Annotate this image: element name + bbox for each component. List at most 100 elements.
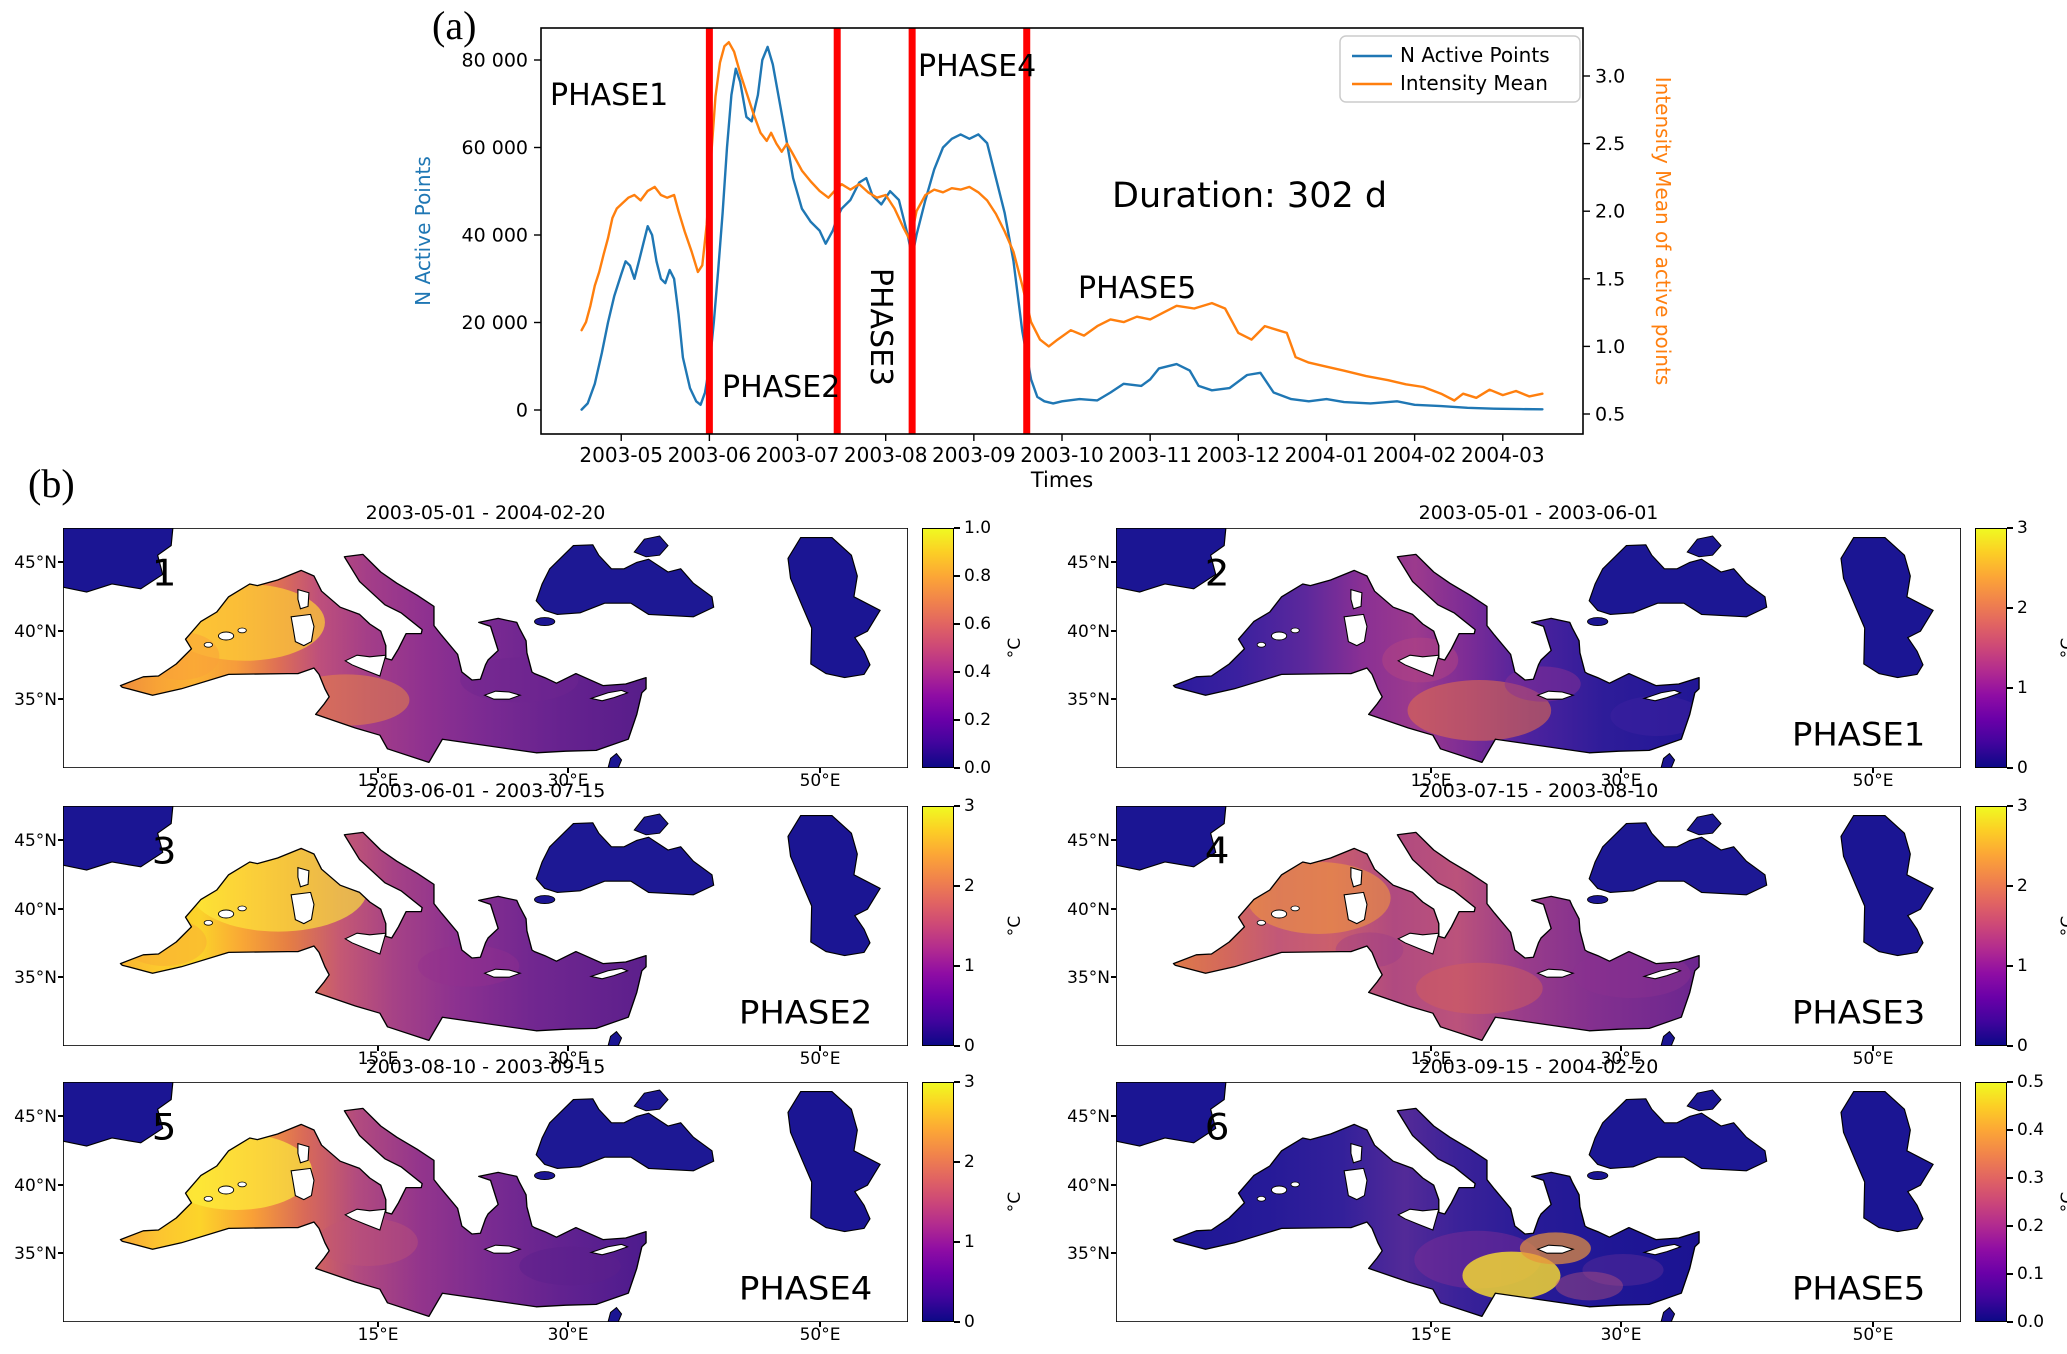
map-phase-label: PHASE3 (1792, 993, 1925, 1031)
y-left-axis-label: N Active Points (411, 156, 435, 306)
y-right-tick-label: 2.0 (1595, 201, 1625, 223)
atlantic-sea (1116, 1082, 1227, 1147)
sicily-island (344, 654, 387, 677)
map-panel-5: 2003-08-10 - 2003-09-15 5 (3, 1054, 1025, 1354)
mediterranean-coastline (1172, 1107, 1700, 1318)
lon-tick-label: 30°E (547, 1049, 589, 1069)
chart-annotation: PHASE5 (1078, 271, 1196, 306)
ibiza-island (203, 642, 213, 648)
mallorca-island (1271, 631, 1288, 641)
lon-tick-mark (1430, 1322, 1432, 1327)
colorbar-unit-label: °C (1005, 637, 1026, 659)
legend-item-label: Intensity Mean (1400, 71, 1548, 95)
legend-item-label: N Active Points (1400, 43, 1550, 67)
mediterranean-coastline (119, 831, 647, 1042)
lon-tick-label: 30°E (547, 771, 589, 791)
lon-tick-label: 50°E (799, 1049, 841, 1069)
black-sea (535, 822, 715, 896)
lat-tick-label: 45°N (1067, 1107, 1110, 1127)
cyprus-island (1642, 967, 1682, 980)
lat-tick-label: 45°N (14, 1107, 57, 1127)
x-tick-label: 2003-10 (1020, 443, 1104, 467)
y-left-tick-label: 80 000 (462, 50, 528, 72)
lon-tick-label: 50°E (1852, 1049, 1894, 1069)
lon-tick-mark (567, 768, 569, 773)
lat-tick-mark (1111, 908, 1116, 910)
colorbar-unit-label: °C (1005, 1191, 1026, 1213)
black-sea (1588, 822, 1768, 896)
colorbar-tick-mark (954, 965, 960, 967)
sst-hot-spot (1610, 696, 1700, 736)
colorbar-tick-mark (954, 671, 960, 673)
lon-tick-label: 15°E (357, 771, 399, 791)
sardinia-island (1343, 891, 1368, 925)
black-sea (535, 544, 715, 618)
sicily-island (344, 1208, 387, 1231)
colorbar-tick-mark (954, 575, 960, 577)
mallorca-island (1271, 1185, 1288, 1195)
lat-tick-label: 40°N (1067, 900, 1110, 920)
corsica-island (297, 1142, 310, 1164)
colorbar-tick-mark (954, 805, 960, 807)
minorca-island (237, 905, 247, 912)
lon-tick-label: 50°E (1852, 1325, 1894, 1345)
lon-tick-mark (567, 1322, 569, 1327)
sst-hot-spot (1555, 1271, 1623, 1301)
map-phase-label: PHASE1 (1792, 715, 1925, 753)
sea-of-azov (633, 535, 669, 558)
crete-island (483, 690, 522, 700)
legend-box (1339, 35, 1581, 103)
sicily-island (1397, 1208, 1440, 1231)
colorbar-tick-label: 0.4 (2017, 1120, 2045, 1140)
x-tick-label: 2003-09 (932, 443, 1016, 467)
colorbar-tick-mark (2007, 965, 2013, 967)
panel-a-label: (a) (432, 3, 477, 48)
map-panel-2: 2003-05-01 - 2003-06-01 2 (1056, 500, 2067, 800)
colorbar-tick-mark (2007, 767, 2013, 769)
colorbar-tick-label: 0 (964, 1036, 975, 1056)
sicily-island (1397, 932, 1440, 955)
lat-tick-label: 35°N (1067, 1244, 1110, 1264)
lat-tick-mark (58, 839, 63, 841)
colorbar-tick-label: 3 (964, 1072, 975, 1092)
lon-tick-label: 15°E (1410, 1325, 1452, 1345)
colorbar-tick-label: 3 (2017, 518, 2028, 538)
y-right-tick-label: 3.0 (1595, 66, 1625, 88)
chart-annotation: PHASE2 (722, 370, 840, 405)
lat-tick-label: 40°N (1067, 622, 1110, 642)
x-tick-label: 2003-11 (1108, 443, 1192, 467)
colorbar-tick-label: 1 (964, 956, 975, 976)
lat-tick-label: 35°N (1067, 690, 1110, 710)
colorbar-tick-mark (2007, 527, 2013, 529)
colorbar-unit-label: °C (1005, 915, 1026, 937)
map-canvas-6: 6 PHASE5 (1116, 1082, 1961, 1322)
x-axis-label: Times (1030, 468, 1093, 492)
colorbar-tick-mark (954, 1161, 960, 1163)
colorbar-tick-mark (2007, 1081, 2013, 1083)
lon-tick-mark (1430, 1046, 1432, 1051)
mediterranean-coastline (119, 1107, 647, 1318)
map-phase-label: PHASE5 (1792, 1269, 1925, 1307)
lon-tick-mark (1872, 1046, 1874, 1051)
colorbar-tick-mark (954, 1321, 960, 1323)
x-tick-label: 2004-03 (1461, 443, 1545, 467)
sicily-island (344, 932, 387, 955)
lat-tick-mark (1111, 1115, 1116, 1117)
colorbar-tick-label: 0.3 (2017, 1168, 2045, 1188)
sardinia-island (1343, 613, 1368, 647)
timeseries-chart: 2003-05 2003-06 2003-07 2003-08 2003-09 2003-… (411, 27, 1675, 492)
map-panel-4: 2003-07-15 - 2003-08-10 4 (1056, 778, 2067, 1078)
lon-tick-mark (1872, 768, 1874, 773)
lon-tick-mark (1620, 1046, 1622, 1051)
x-tick-label: 2003-06 (668, 443, 752, 467)
colorbar-tick-mark (954, 719, 960, 721)
atlantic-sea (1116, 806, 1227, 871)
chart-annotation: PHASE1 (550, 78, 668, 113)
ibiza-island (203, 1196, 213, 1202)
map-canvas-1: 1 (63, 528, 908, 768)
lon-tick-mark (567, 1046, 569, 1051)
colorbar-tick-mark (2007, 1177, 2013, 1179)
lat-tick-mark (58, 908, 63, 910)
caspian-sea (1840, 537, 1934, 679)
x-tick-label: 2004-02 (1373, 443, 1457, 467)
